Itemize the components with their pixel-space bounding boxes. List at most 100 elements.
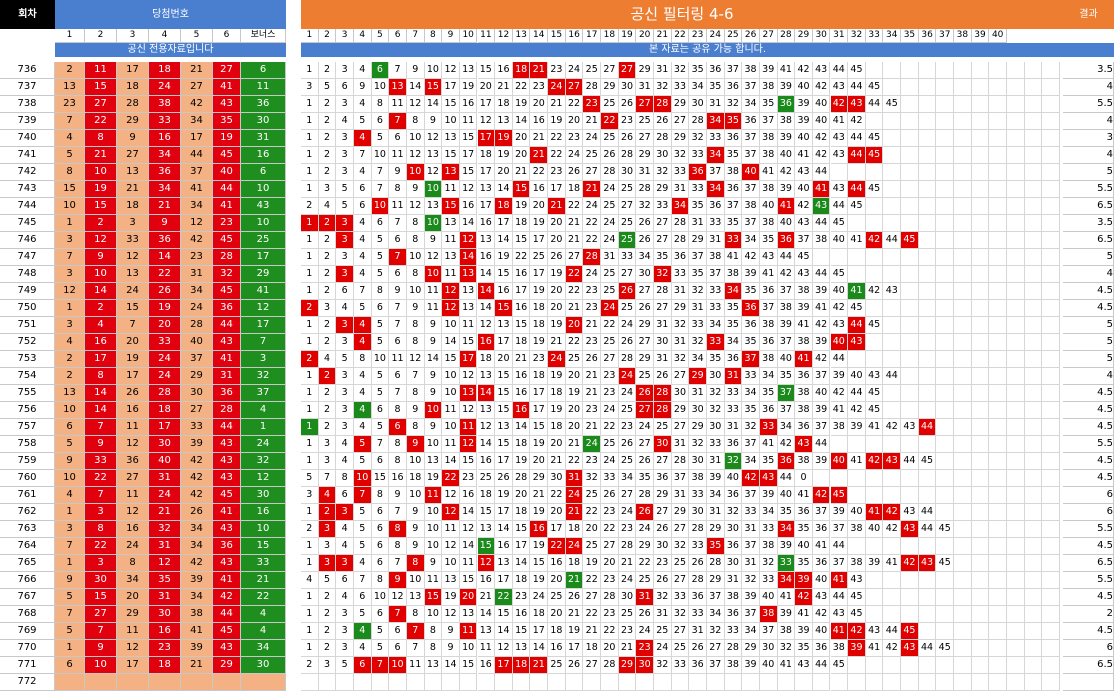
filter-number: 32 <box>689 436 707 453</box>
filter-empty <box>865 657 884 674</box>
filter-number: 39 <box>795 113 813 130</box>
col-label-1: 1 <box>55 29 85 43</box>
filter-number: 3 <box>318 538 337 555</box>
filter-number: 39 <box>795 572 813 589</box>
result-cell: 5.5 <box>1063 436 1114 453</box>
filter-empty <box>971 317 990 334</box>
filter-empty <box>883 181 902 198</box>
filter-number: 26 <box>618 283 637 300</box>
filter-number: 37 <box>795 232 813 249</box>
filter-col-8: 8 <box>424 29 443 43</box>
filter-number: 34 <box>636 249 654 266</box>
filter-empty <box>936 453 955 470</box>
filter-empty <box>848 674 866 691</box>
filter-number: 40 <box>830 232 849 249</box>
round-cell: 751 <box>0 317 55 334</box>
filter-number: 31 <box>565 470 584 487</box>
filter-number: 7 <box>389 249 407 266</box>
filter-number: 45 <box>830 215 849 232</box>
filter-number: 15 <box>495 436 513 453</box>
filter-number: 20 <box>548 606 566 623</box>
filter-number: 8 <box>389 402 407 419</box>
filter-number: 1 <box>301 317 319 334</box>
filter-number: 9 <box>406 62 425 79</box>
filter-empty <box>901 130 919 147</box>
result-cell: 6.5 <box>1063 657 1114 674</box>
filter-number: 23 <box>548 62 566 79</box>
filter-number: 33 <box>618 249 637 266</box>
filter-number: 16 <box>477 657 496 674</box>
filter-empty <box>883 572 902 589</box>
filter-number: 33 <box>689 487 707 504</box>
filter-number: 3 <box>336 96 354 113</box>
filter-number: 9 <box>424 113 443 130</box>
winning-number: 22 <box>85 113 117 130</box>
filter-empty <box>1042 317 1060 334</box>
filter-number: 10 <box>442 385 460 402</box>
filter-number: 10 <box>424 62 443 79</box>
filter-number: 10 <box>406 283 425 300</box>
filter-empty <box>1042 487 1060 504</box>
filter-number: 18 <box>406 470 425 487</box>
filter-number: 37 <box>759 623 778 640</box>
filter-number: 33 <box>671 589 690 606</box>
filter-number: 23 <box>618 521 637 538</box>
filter-number: 30 <box>548 470 566 487</box>
filter-empty <box>936 334 955 351</box>
winning-number: 43 <box>213 96 241 113</box>
bonus-number: 4 <box>241 606 286 623</box>
filter-number: 15 <box>495 266 513 283</box>
winning-number: 14 <box>85 402 117 419</box>
filter-empty <box>989 436 1007 453</box>
filter-number: 44 <box>830 351 849 368</box>
filter-number: 3 <box>336 317 354 334</box>
filter-empty <box>865 113 884 130</box>
filter-empty <box>865 606 884 623</box>
filter-number: 39 <box>795 300 813 317</box>
filter-number: 3 <box>336 623 354 640</box>
winning-number: 43 <box>213 470 241 487</box>
filter-number: 30 <box>689 504 707 521</box>
filter-number: 8 <box>371 487 390 504</box>
filter-number: 11 <box>424 487 443 504</box>
filter-number: 1 <box>301 130 319 147</box>
bonus-number: 11 <box>241 79 286 96</box>
filter-number: 1 <box>301 232 319 249</box>
filter-number: 2 <box>318 283 337 300</box>
winning-number: 13 <box>117 164 149 181</box>
winning-number: 13 <box>55 385 85 402</box>
filter-empty <box>971 164 990 181</box>
filter-number: 30 <box>654 538 672 555</box>
filter-empty <box>971 419 990 436</box>
filter-empty <box>759 674 778 691</box>
filter-number: 12 <box>459 402 478 419</box>
winning-number <box>85 674 117 691</box>
filter-number: 1 <box>301 419 319 436</box>
filter-number: 16 <box>477 572 496 589</box>
sub-right-banner: 본 자료는 공유 가능 합니다. <box>301 43 1114 57</box>
winning-number: 24 <box>117 283 149 300</box>
filter-number: 39 <box>830 504 849 521</box>
filter-empty <box>989 232 1007 249</box>
filter-col-16: 16 <box>565 29 584 43</box>
filter-number: 20 <box>548 572 566 589</box>
filter-empty <box>1007 606 1025 623</box>
filter-number: 29 <box>689 419 707 436</box>
filter-number: 43 <box>795 657 813 674</box>
filter-number: 4 <box>353 130 372 147</box>
bonus-number: 10 <box>241 181 286 198</box>
filter-number: 2 <box>318 215 337 232</box>
filter-number: 30 <box>654 436 672 453</box>
filter-number: 29 <box>671 300 690 317</box>
filter-number: 26 <box>583 351 602 368</box>
filter-empty <box>918 300 937 317</box>
filter-number: 29 <box>706 521 725 538</box>
winning-number: 19 <box>117 351 149 368</box>
filter-number: 43 <box>830 130 849 147</box>
filter-number: 15 <box>495 385 513 402</box>
filter-empty <box>1024 62 1043 79</box>
filter-empty <box>1042 164 1060 181</box>
filter-number: 13 <box>477 232 496 249</box>
filter-number: 31 <box>671 334 690 351</box>
winning-number: 28 <box>149 385 181 402</box>
